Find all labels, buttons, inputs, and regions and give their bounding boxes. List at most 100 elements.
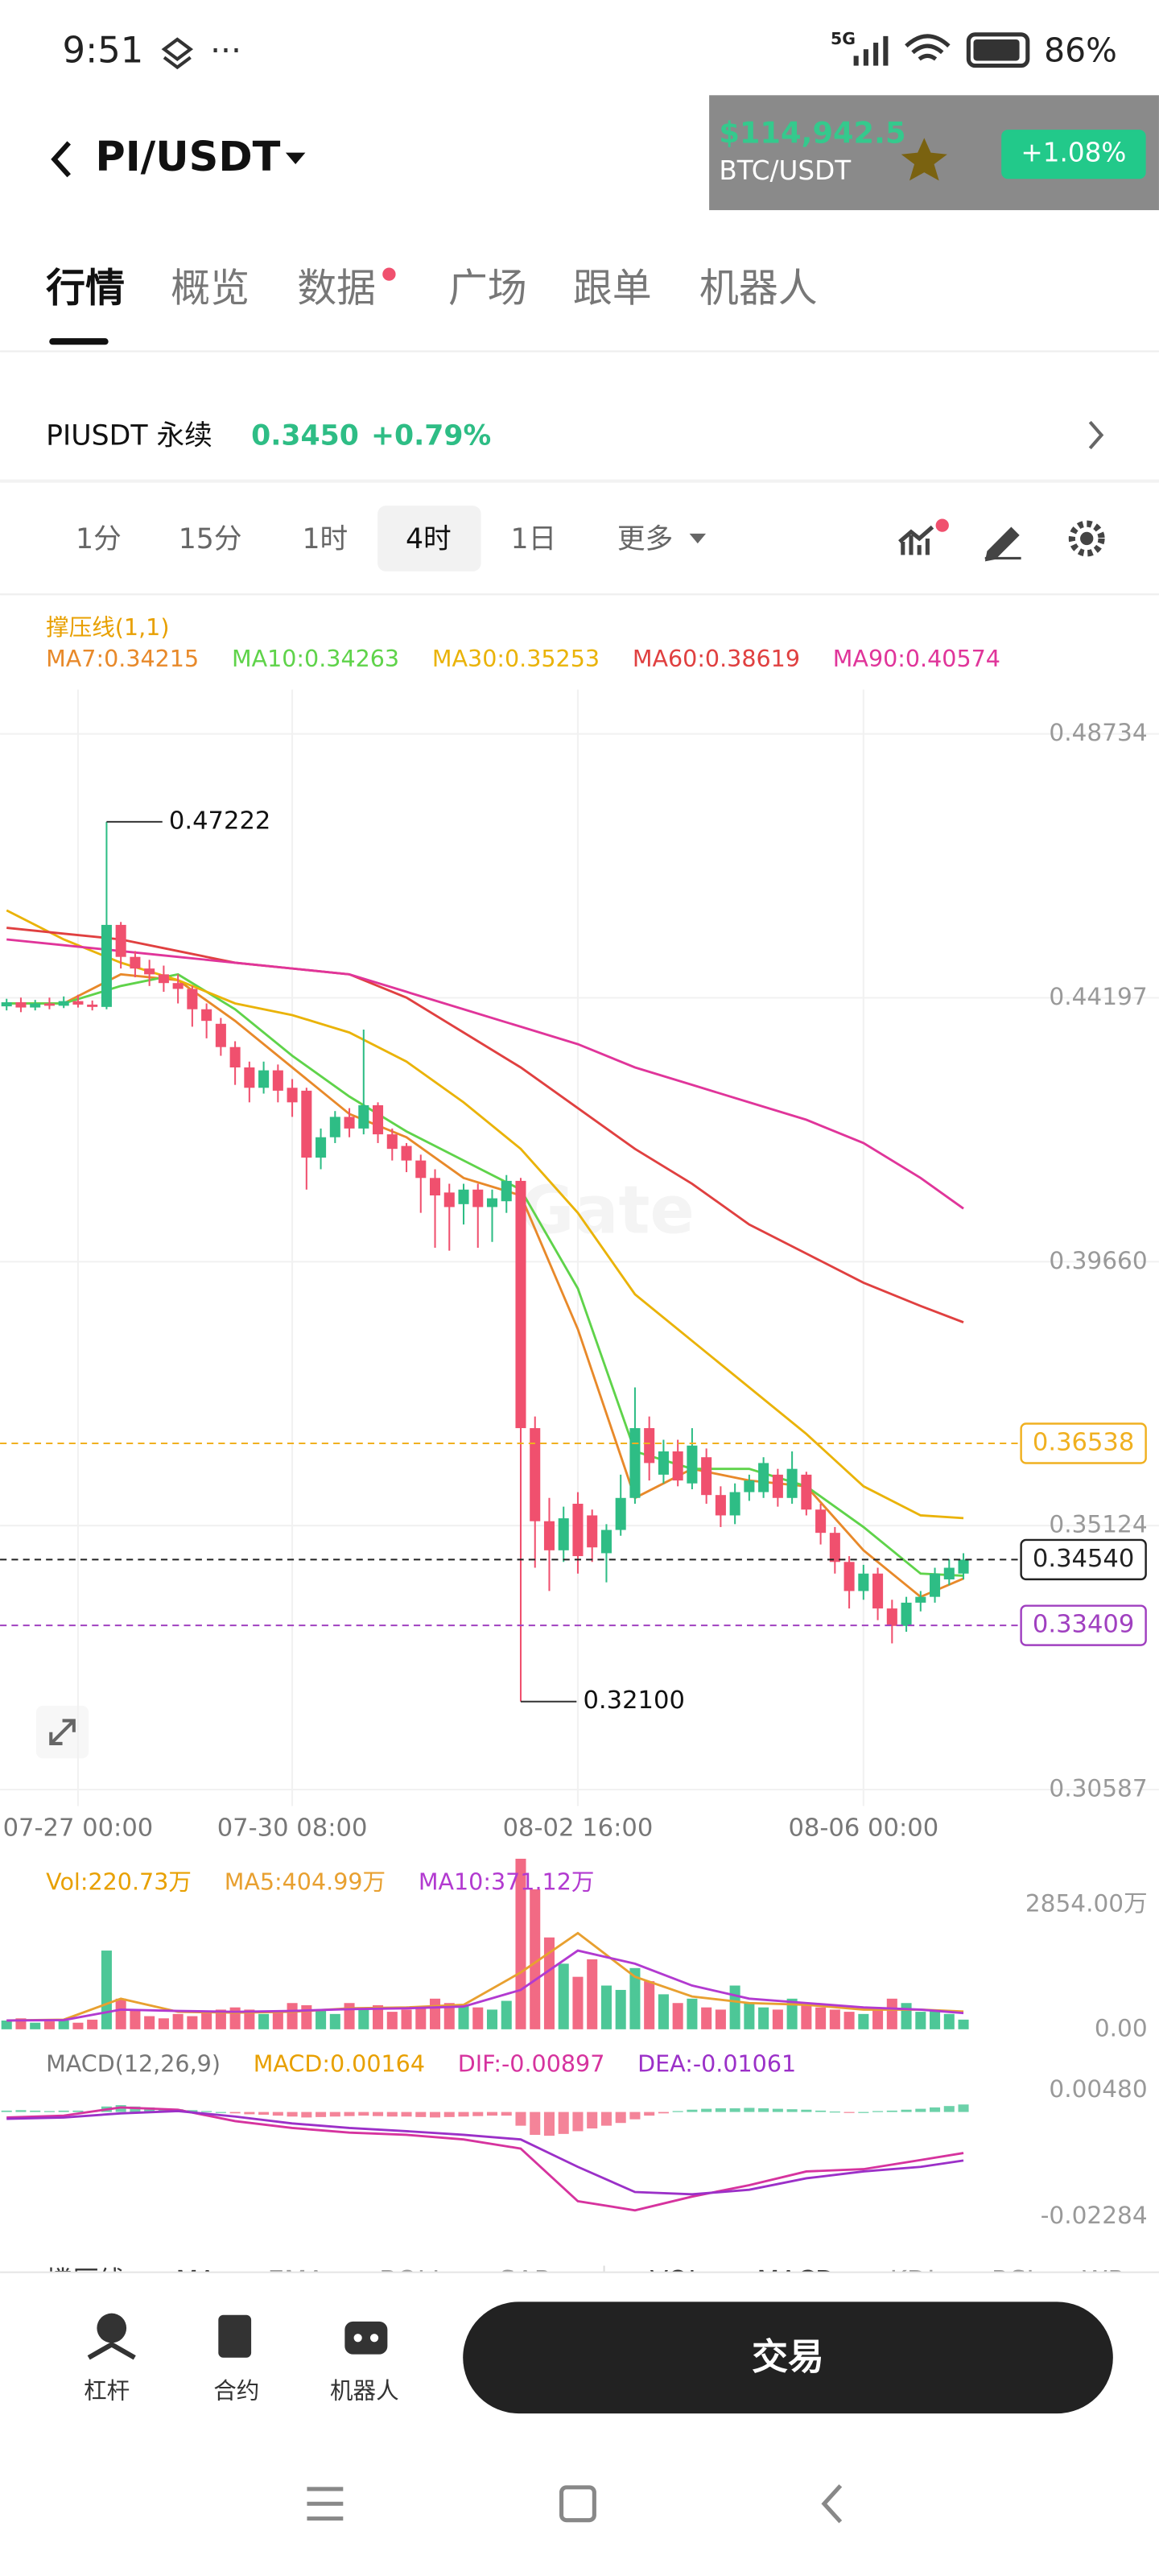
y-tick-label: 0.44197 [1049, 983, 1147, 1010]
level-label: 0.34540 [1033, 1545, 1134, 1573]
bar [930, 2107, 941, 2112]
candle-body [801, 1474, 812, 1510]
interval[interactable]: 1日 [511, 523, 557, 555]
bar [329, 2112, 340, 2117]
ma-line [6, 2110, 964, 2196]
bar [615, 1989, 626, 2029]
settings-icon[interactable] [1068, 520, 1105, 557]
interval-dropdown[interactable] [689, 533, 707, 544]
bar [886, 2110, 897, 2112]
expand-icon [49, 1719, 76, 1746]
candle-body [930, 1573, 941, 1597]
bar [829, 2009, 840, 2029]
candle-body [43, 1003, 55, 1006]
nav-label[interactable]: 杠杆 [84, 2377, 130, 2405]
ma-line [6, 2106, 964, 2212]
indicator-icon[interactable] [898, 525, 934, 555]
candle-body [101, 924, 112, 1007]
favorite-star[interactable] [901, 138, 947, 181]
x-tick-label: 07-30 08:00 [217, 1814, 368, 1843]
candle-body [858, 1573, 869, 1591]
nav-label[interactable]: 机器人 [330, 2377, 399, 2405]
pair-dropdown[interactable] [285, 152, 306, 164]
bar [486, 2112, 498, 2116]
robot-icon[interactable] [344, 2321, 388, 2355]
candle-body [215, 1023, 226, 1047]
bar [429, 2112, 441, 2118]
bar [244, 2009, 255, 2029]
tab[interactable]: 概览 [171, 265, 250, 311]
bar [930, 2009, 941, 2029]
candle-body [701, 1457, 712, 1496]
legend-label: MACD(12,26,9) [46, 2050, 221, 2078]
candle-body [729, 1492, 740, 1516]
interval[interactable]: 15分 [179, 523, 242, 555]
bar [943, 2013, 955, 2029]
contract-name[interactable]: PIUSDT 永续 [46, 420, 212, 452]
bar [658, 1994, 669, 2029]
bar [316, 2112, 327, 2117]
bar [386, 2012, 398, 2029]
bar [72, 2110, 84, 2112]
system-back[interactable] [821, 2484, 843, 2524]
contract-icon[interactable] [218, 2314, 252, 2358]
candle-body [373, 1104, 384, 1135]
interval[interactable]: 1时 [303, 523, 349, 555]
bar [58, 2020, 69, 2029]
bar [43, 2111, 55, 2112]
bar [15, 2110, 27, 2112]
bar [401, 2112, 412, 2117]
indicator-title: 撑压线(1,1) [46, 613, 169, 641]
candle-body [415, 1160, 427, 1179]
contract-chevron[interactable] [1088, 420, 1104, 450]
tab-indicator [49, 338, 109, 345]
system-menu[interactable] [307, 2487, 344, 2521]
candle-body [272, 1070, 283, 1091]
tab[interactable]: 广场 [448, 265, 527, 311]
contract-change: +0.79% [371, 420, 491, 452]
bar [187, 2016, 198, 2029]
interval[interactable]: 1分 [76, 523, 122, 555]
candle-body [901, 1602, 912, 1626]
bar [687, 1998, 698, 2029]
pair-title[interactable]: PI/USDT [95, 134, 280, 181]
y-tick-label: 0.48734 [1049, 719, 1147, 746]
y-tick-label: 0.35124 [1049, 1511, 1147, 1538]
bar [287, 2112, 298, 2117]
interval[interactable]: 更多 [617, 523, 673, 555]
back-button[interactable] [51, 141, 71, 178]
nav-label[interactable]: 合约 [213, 2377, 259, 2405]
bar [30, 2110, 41, 2112]
candle-body [429, 1178, 441, 1195]
y-tick-label: 2854.00万 [1025, 1889, 1148, 1917]
level-label: 0.33409 [1033, 1611, 1134, 1639]
bar [530, 1889, 541, 2029]
system-home[interactable] [559, 2485, 596, 2523]
candle-body [401, 1146, 412, 1161]
candle-body [229, 1046, 241, 1067]
bar [201, 2111, 212, 2112]
candle-body [829, 1533, 840, 1563]
draw-icon[interactable] [984, 526, 1021, 562]
candle-body [87, 1004, 98, 1007]
tab[interactable]: 机器人 [699, 265, 818, 311]
bar [886, 1998, 897, 2029]
interval[interactable]: 4时 [406, 523, 452, 555]
bar [472, 2007, 484, 2029]
candle-body [629, 1428, 641, 1498]
leverage-icon[interactable] [97, 2313, 127, 2343]
trade-button[interactable] [463, 2301, 1113, 2414]
bar [772, 2108, 783, 2112]
bar [572, 2112, 584, 2132]
bar [501, 2000, 512, 2029]
candle-body [258, 1070, 270, 1088]
signal-icon [853, 35, 889, 66]
bar [287, 2003, 298, 2029]
tab[interactable]: 跟单 [573, 265, 652, 311]
bar [901, 2109, 912, 2112]
tab[interactable]: 行情 [46, 265, 125, 311]
tab[interactable]: 数据 [297, 265, 376, 311]
candle-body [72, 1001, 84, 1005]
bar [344, 2003, 355, 2029]
